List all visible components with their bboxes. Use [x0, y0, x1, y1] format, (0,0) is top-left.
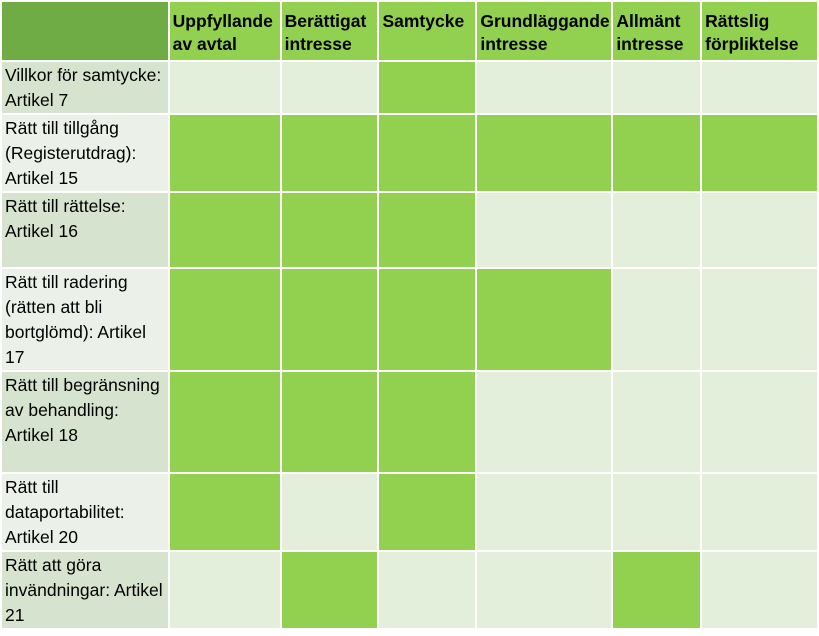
cell-applicable — [167, 472, 282, 552]
cell-not-applicable — [611, 267, 703, 372]
cell-applicable — [377, 370, 478, 474]
row-label: Rätt till radering (rätten att bli bortg… — [0, 267, 170, 372]
header-corner-cell — [0, 0, 170, 62]
cell-applicable — [167, 370, 282, 474]
cell-not-applicable — [700, 472, 819, 552]
table-row: Rätt till begränsning av behandling: Art… — [0, 370, 819, 474]
cell-applicable — [377, 267, 478, 372]
header-row: Uppfyllande av avtal Berättigat intresse… — [0, 0, 819, 62]
cell-applicable — [475, 267, 614, 372]
cell-not-applicable — [475, 60, 614, 115]
cell-applicable — [377, 113, 478, 193]
row-label-text: Rätt till radering (rätten att bli bortg… — [5, 272, 147, 367]
column-header: Rättslig förpliktelse — [700, 0, 819, 62]
row-label-text: Rätt att göra invändningar: Artikel 21 — [5, 555, 163, 625]
cell-applicable — [377, 472, 478, 552]
cell-not-applicable — [167, 550, 282, 630]
table-row: Villkor för samtycke: Artikel 7 — [0, 60, 819, 115]
cell-not-applicable — [611, 472, 703, 552]
column-header: Uppfyllande av avtal — [167, 0, 282, 62]
cell-not-applicable — [611, 370, 703, 474]
cell-not-applicable — [700, 60, 819, 115]
cell-applicable — [377, 191, 478, 269]
row-label-text: Rätt till dataportabilitet: Artikel 20 — [5, 477, 125, 547]
table-row: Rätt till dataportabilitet: Artikel 20 — [0, 472, 819, 552]
row-label: Rätt till dataportabilitet: Artikel 20 — [0, 472, 170, 552]
cell-not-applicable — [377, 550, 478, 630]
cell-applicable — [377, 60, 478, 115]
cell-not-applicable — [700, 550, 819, 630]
cell-not-applicable — [475, 370, 614, 474]
cell-not-applicable — [279, 472, 380, 552]
cell-applicable — [167, 267, 282, 372]
cell-not-applicable — [475, 191, 614, 269]
cell-not-applicable — [700, 191, 819, 269]
cell-not-applicable — [611, 60, 703, 115]
cell-applicable — [611, 113, 703, 193]
column-header: Grundläggande intresse — [475, 0, 614, 62]
cell-applicable — [167, 191, 282, 269]
row-label-text: Rätt till begränsning av behandling: Art… — [5, 375, 160, 445]
table-row: Rätt att göra invändningar: Artikel 21 — [0, 550, 819, 630]
cell-applicable — [167, 113, 282, 193]
table-row: Rätt till radering (rätten att bli bortg… — [0, 267, 819, 372]
cell-not-applicable — [279, 60, 380, 115]
column-header: Samtycke — [377, 0, 478, 62]
table-row: Rätt till tillgång (Registerutdrag): Art… — [0, 113, 819, 193]
cell-not-applicable — [475, 550, 614, 630]
cell-not-applicable — [167, 60, 282, 115]
cell-applicable — [279, 267, 380, 372]
row-label: Rätt att göra invändningar: Artikel 21 — [0, 550, 170, 630]
row-label: Rätt till begränsning av behandling: Art… — [0, 370, 170, 474]
cell-applicable — [279, 370, 380, 474]
row-label-text: Villkor för samtycke: Artikel 7 — [5, 65, 162, 110]
row-label-text: Rätt till rättelse: Artikel 16 — [5, 196, 126, 241]
row-label: Rätt till rättelse: Artikel 16 — [0, 191, 170, 269]
cell-applicable — [279, 550, 380, 630]
cell-not-applicable — [700, 267, 819, 372]
cell-not-applicable — [700, 370, 819, 474]
column-header: Allmänt intresse — [611, 0, 703, 62]
cell-applicable — [279, 113, 380, 193]
cell-applicable — [611, 550, 703, 630]
cell-applicable — [279, 191, 380, 269]
column-header: Berättigat intresse — [279, 0, 380, 62]
table-body: Villkor för samtycke: Artikel 7 Rätt till… — [0, 60, 819, 630]
cell-applicable — [475, 113, 614, 193]
table-row: Rätt till rättelse: Artikel 16 — [0, 191, 819, 269]
row-label-text: Rätt till tillgång (Registerutdrag): Art… — [5, 118, 137, 188]
cell-not-applicable — [475, 472, 614, 552]
row-label: Villkor för samtycke: Artikel 7 — [0, 60, 170, 115]
row-label: Rätt till tillgång (Registerutdrag): Art… — [0, 113, 170, 193]
cell-not-applicable — [611, 191, 703, 269]
cell-applicable — [700, 113, 819, 193]
